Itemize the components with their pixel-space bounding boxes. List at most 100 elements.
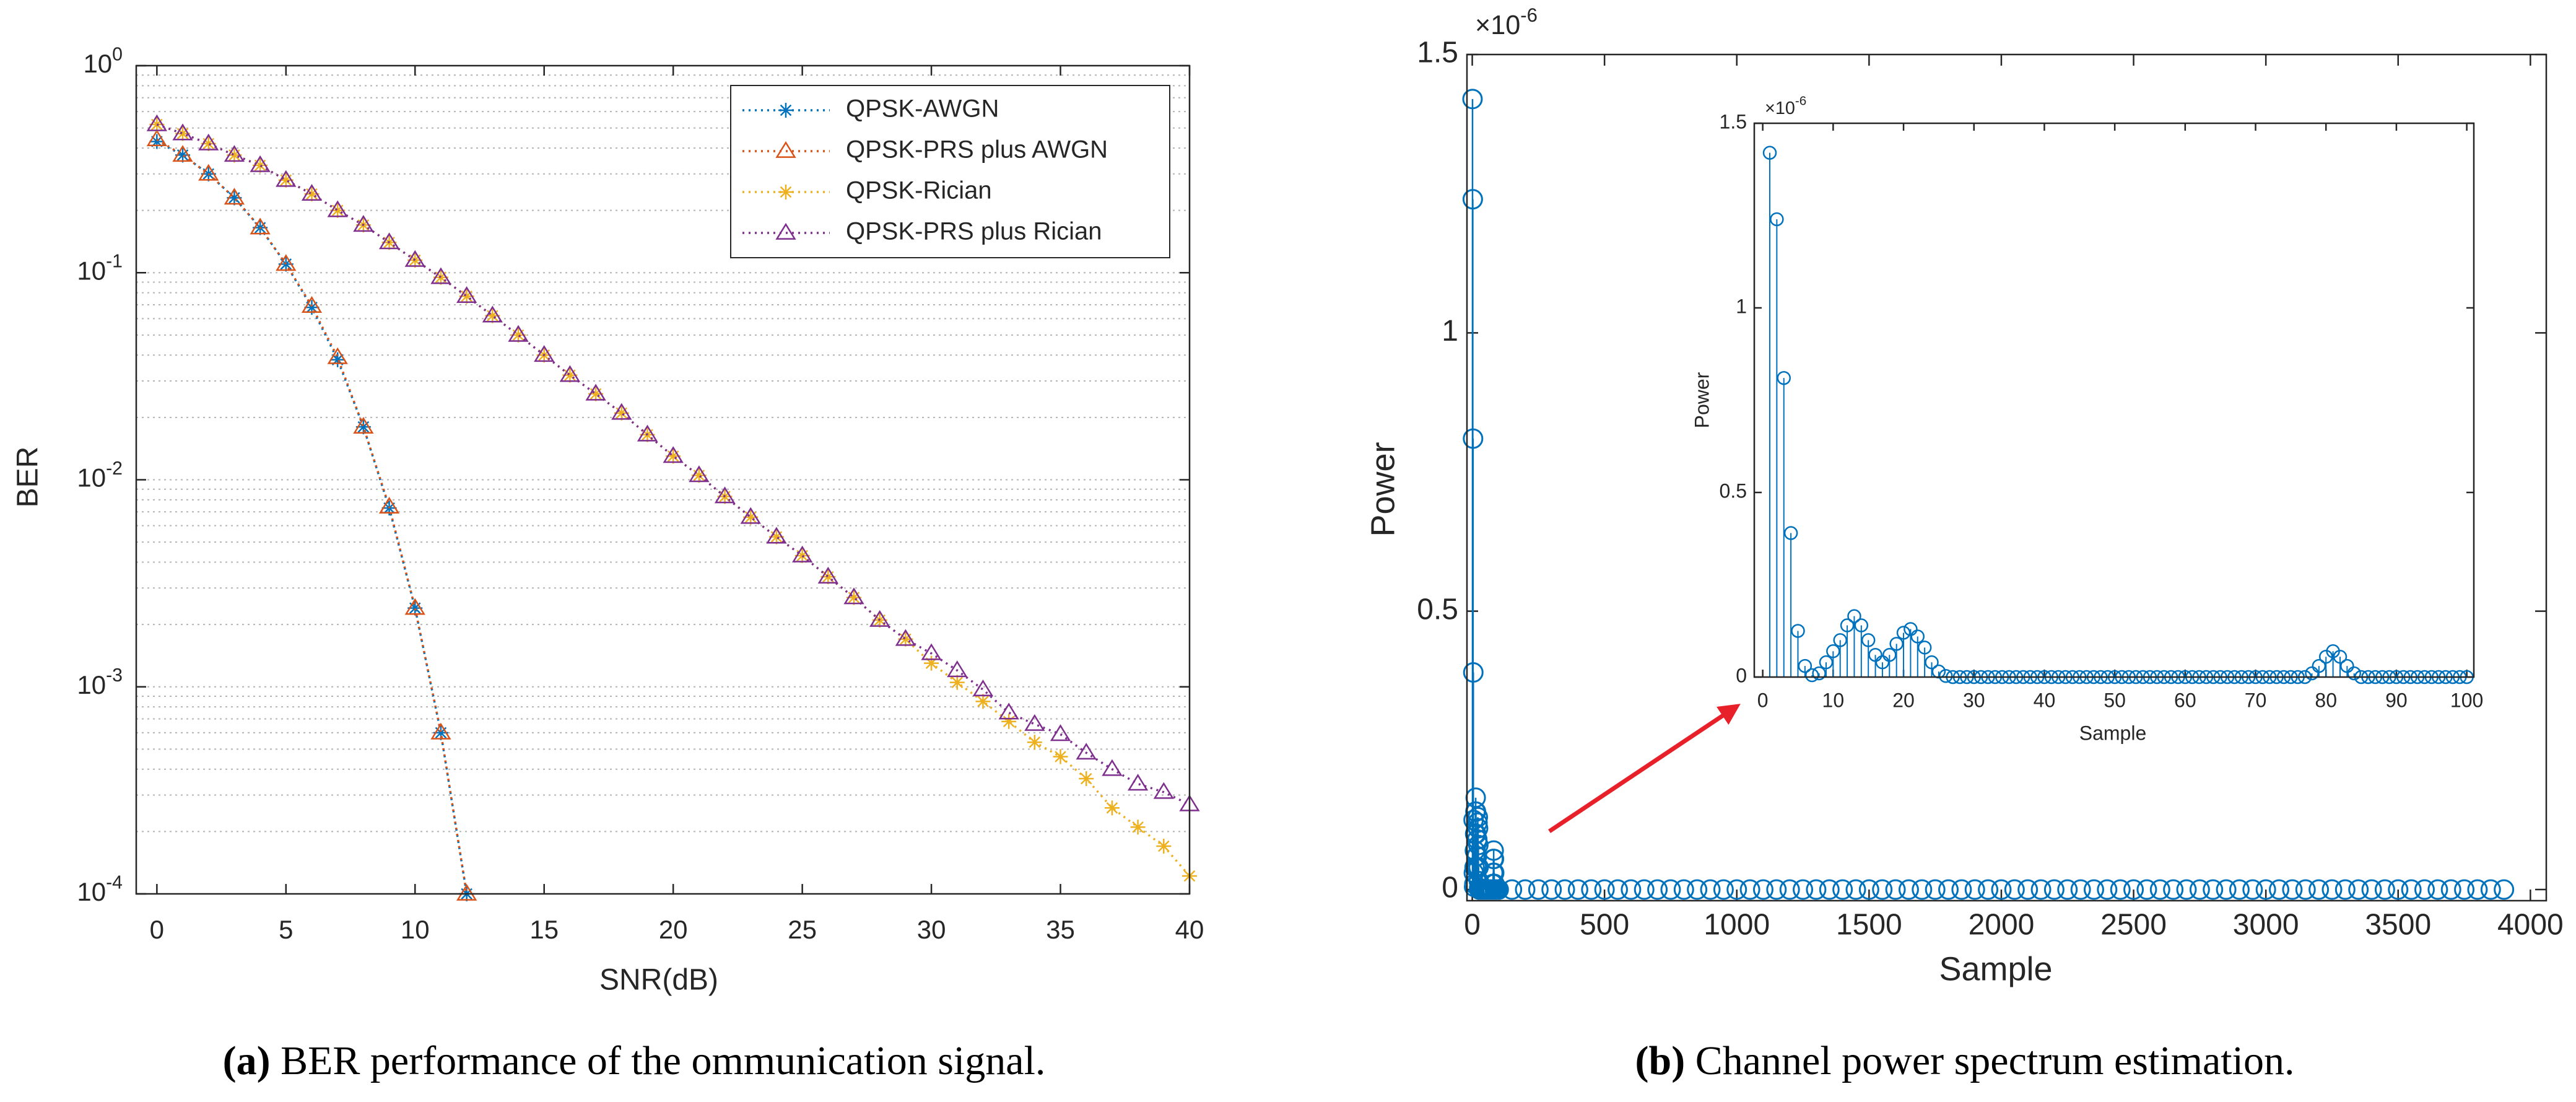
- data-marker: [895, 629, 916, 646]
- stem-marker: [1462, 89, 1483, 110]
- data-marker: [355, 419, 371, 435]
- x-tick-label: 60: [2174, 689, 2196, 711]
- x-tick-label: 20: [1892, 689, 1915, 711]
- data-marker: [947, 660, 968, 678]
- data-marker: [689, 465, 710, 483]
- data-marker: [404, 598, 425, 615]
- legend-label: QPSK-AWGN: [846, 95, 999, 123]
- stem-marker: [1502, 879, 1523, 900]
- x-tick-label: 80: [2315, 689, 2337, 711]
- y-tick-label: 1.5: [1417, 37, 1458, 69]
- data-marker: [768, 529, 784, 544]
- data-marker: [666, 448, 681, 464]
- data-marker: [534, 345, 555, 362]
- data-marker: [227, 147, 242, 163]
- stem-marker: [2340, 658, 2354, 673]
- stem-marker: [2494, 879, 2515, 900]
- stem-marker: [2242, 879, 2263, 900]
- x-axis-label: Sample: [2079, 722, 2147, 744]
- stem-marker: [1567, 879, 1588, 900]
- stem-marker: [1541, 879, 1562, 900]
- data-marker: [691, 468, 707, 483]
- data-marker: [846, 590, 862, 605]
- data-marker: [637, 424, 658, 442]
- stem-marker: [1554, 879, 1575, 900]
- data-marker: [921, 643, 942, 660]
- x-tick-label: 3500: [2365, 909, 2431, 942]
- data-marker: [1050, 724, 1071, 741]
- data-marker: [949, 675, 965, 690]
- stem-marker: [1726, 879, 1747, 900]
- stem-marker: [2030, 879, 2052, 900]
- stem-marker: [1912, 879, 1933, 900]
- data-marker: [327, 200, 348, 217]
- caption-label: (a): [223, 1038, 271, 1083]
- caption: (a) BER performance of the ommunication …: [223, 1038, 1046, 1083]
- data-marker: [433, 725, 448, 740]
- x-tick-label: 2000: [1969, 909, 2035, 942]
- data-marker: [1053, 749, 1068, 764]
- x-tick-label: 70: [2245, 689, 2267, 711]
- data-marker: [330, 352, 346, 367]
- stem-marker: [2123, 879, 2144, 900]
- stem-marker: [2321, 879, 2343, 900]
- data-marker: [146, 114, 167, 131]
- stem-marker: [1468, 807, 1489, 828]
- stem-marker: [2414, 879, 2435, 900]
- stem-marker: [1964, 879, 1985, 900]
- stem-marker: [1777, 370, 1791, 385]
- stem-marker: [1779, 879, 1800, 900]
- y-tick-label: 0.5: [1720, 479, 1747, 502]
- stem-marker: [2269, 879, 2290, 900]
- stem-marker: [2043, 879, 2065, 900]
- stem-marker: [1515, 879, 1536, 900]
- stem-marker: [1925, 655, 1939, 670]
- data-marker: [511, 327, 526, 343]
- x-tick-label: 90: [2385, 689, 2408, 711]
- stem-marker: [1819, 655, 1834, 670]
- stem-marker: [1608, 879, 1629, 900]
- series-line: [156, 138, 468, 894]
- x-tick-label: 500: [1580, 909, 1629, 942]
- data-marker: [172, 123, 193, 141]
- stem-marker: [1991, 879, 2012, 900]
- stem-marker: [1847, 609, 1861, 623]
- x-tick-label: 0: [1464, 909, 1481, 942]
- stem-marker: [2203, 879, 2224, 900]
- stem-marker: [2361, 879, 2382, 900]
- y-tick-label: 100: [83, 44, 123, 78]
- y-tick-label: 10-3: [77, 665, 123, 699]
- legend-box: [730, 85, 1170, 258]
- x-tick-label: 5: [279, 915, 293, 944]
- stem-marker: [2480, 879, 2501, 900]
- data-marker: [407, 600, 423, 616]
- data-marker: [224, 188, 245, 205]
- caption-text: BER performance of the ommunication sign…: [281, 1038, 1045, 1083]
- stem-marker: [1484, 849, 1505, 870]
- stem-marker: [1766, 879, 1787, 900]
- x-tick-label: 20: [659, 915, 688, 944]
- data-marker: [898, 631, 913, 647]
- data-marker: [301, 183, 323, 201]
- stem-marker: [1594, 879, 1615, 900]
- data-marker: [1001, 714, 1017, 729]
- data-marker: [278, 172, 294, 188]
- stem-marker: [2004, 879, 2025, 900]
- stem-marker: [1951, 879, 1972, 900]
- stem-marker: [2312, 658, 2326, 673]
- stem-marker: [2388, 879, 2409, 900]
- y-axis-multiplier: ×10-6: [1765, 94, 1806, 118]
- data-marker: [562, 367, 578, 383]
- y-tick-label: 0.5: [1417, 593, 1458, 626]
- stem-marker: [2440, 879, 2461, 900]
- data-marker: [1027, 735, 1042, 750]
- stem-marker: [1713, 879, 1734, 900]
- data-marker: [175, 147, 191, 163]
- y-axis-multiplier: ×10-6: [1475, 4, 1538, 40]
- data-marker: [459, 289, 474, 304]
- data-marker: [227, 190, 242, 206]
- stem-marker: [1978, 879, 1999, 900]
- data-marker: [559, 365, 581, 382]
- x-tick-label: 35: [1046, 915, 1075, 944]
